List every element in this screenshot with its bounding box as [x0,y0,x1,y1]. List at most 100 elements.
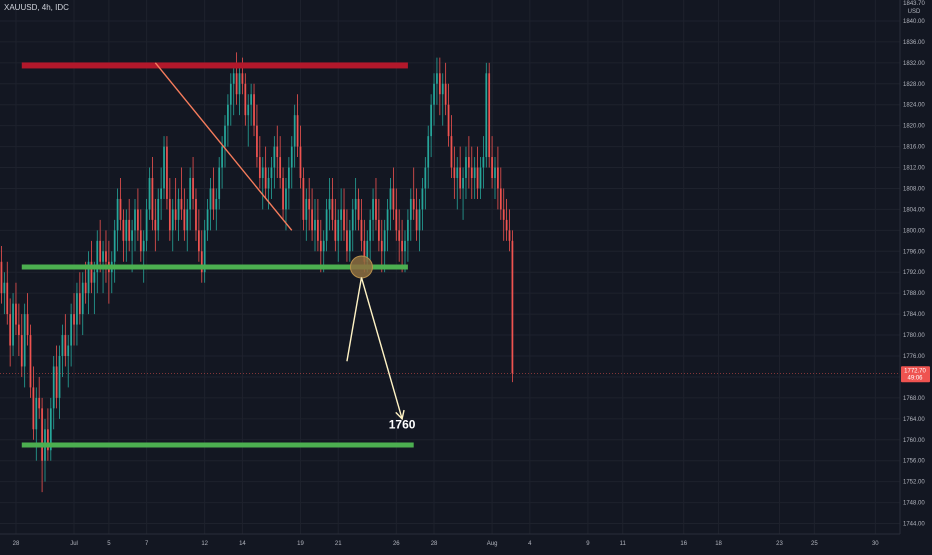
candle-down[interactable] [395,188,398,241]
candle-down[interactable] [508,209,511,252]
candle-down[interactable] [15,282,17,336]
candle-down[interactable] [375,178,377,231]
candle-down[interactable] [360,198,363,252]
candle-up[interactable] [433,73,435,126]
candle-down[interactable] [212,167,215,220]
candle-up[interactable] [142,230,145,283]
candle-up[interactable] [203,219,206,283]
candle-down[interactable] [380,219,383,273]
candle-up[interactable] [61,324,64,377]
candle-down[interactable] [0,246,3,304]
candle-up[interactable] [325,198,328,252]
symbol-title[interactable]: XAUUSD, 4h, IDC [4,3,69,12]
candle-up[interactable] [465,146,467,199]
candle-up[interactable] [293,104,296,168]
candle-down[interactable] [55,345,58,409]
candle-down[interactable] [99,219,102,273]
candle-up[interactable] [76,282,78,346]
candle-up[interactable] [314,198,316,252]
candle-down[interactable] [459,146,462,199]
candle-up[interactable] [337,209,340,262]
candle-up[interactable] [96,230,99,294]
candle-up[interactable] [148,167,151,220]
candle-up[interactable] [354,178,357,231]
resistance-zone[interactable] [21,62,408,69]
candle-up[interactable] [87,251,90,315]
candle-up[interactable] [427,125,430,189]
candle-down[interactable] [334,198,337,252]
candle-up[interactable] [215,188,218,231]
candle-up[interactable] [424,157,427,210]
candle-down[interactable] [502,188,505,241]
target-line[interactable] [21,442,414,448]
candle-up[interactable] [35,387,38,461]
candle-down[interactable] [415,188,418,241]
candle-down[interactable] [491,136,493,189]
candle-down[interactable] [168,178,171,241]
candle-down[interactable] [18,303,20,356]
candle-up[interactable] [58,345,61,419]
candle-up[interactable] [125,209,128,262]
candle-up[interactable] [52,356,55,430]
candle-up[interactable] [224,115,226,168]
candle-down[interactable] [412,167,415,220]
candle-up[interactable] [171,198,174,252]
candle-up[interactable] [49,397,52,461]
candle-down[interactable] [276,125,279,178]
support-line[interactable] [21,264,408,270]
candle-down[interactable] [331,178,334,231]
candle-down[interactable] [192,157,194,210]
candle-up[interactable] [418,198,421,252]
projection-path[interactable] [346,277,403,420]
time-scale[interactable]: 28 Jul 5 7 12 14 19 21 26 28 Aug 4 9 11 16 18 23 25 30 [13,541,880,547]
candle-up[interactable] [270,157,273,199]
candle-down[interactable] [200,230,203,283]
candle-up[interactable] [485,62,488,168]
candle-up[interactable] [163,136,165,199]
candle-up[interactable] [285,178,287,231]
candle-up[interactable] [482,136,485,189]
candle-down[interactable] [256,104,258,168]
candle-up[interactable] [116,188,119,252]
candles[interactable] [0,52,514,493]
candle-down[interactable] [128,198,131,252]
candle-up[interactable] [351,198,354,252]
candle-down[interactable] [195,188,197,241]
candle-down[interactable] [302,167,305,231]
candle-up[interactable] [340,188,342,241]
candle-down[interactable] [183,188,186,241]
candle-up[interactable] [232,62,235,116]
candle-up[interactable] [288,157,290,210]
candle-down[interactable] [151,157,154,231]
candle-down[interactable] [32,366,35,440]
candle-up[interactable] [131,219,133,273]
candle-up[interactable] [3,272,6,315]
candle-down[interactable] [279,136,282,189]
candle-down[interactable] [346,209,348,262]
candle-up[interactable] [494,157,496,199]
candle-down[interactable] [6,261,9,325]
candle-down[interactable] [264,146,267,199]
candle-down[interactable] [476,146,479,199]
candle-up[interactable] [70,303,72,367]
candle-up[interactable] [409,188,412,241]
candle-down[interactable] [296,94,299,158]
candle-down[interactable] [122,209,125,262]
candle-up[interactable] [386,198,389,252]
candle-down[interactable] [299,125,302,189]
candle-down[interactable] [9,298,12,367]
candle-up[interactable] [157,188,160,241]
price-scale[interactable]: 1744.00 1748.00 1752.00 1756.00 1760.00 1764.… [903,19,925,528]
candle-up[interactable] [229,73,232,126]
candle-up[interactable] [348,219,351,262]
candle-down[interactable] [119,178,122,231]
candle-down[interactable] [308,178,311,231]
candle-down[interactable] [180,167,183,220]
candle-down[interactable] [137,188,139,241]
candle-down[interactable] [343,188,345,241]
candle-down[interactable] [154,198,157,252]
candle-down[interactable] [198,209,200,262]
candle-up[interactable] [247,94,250,147]
candle-down[interactable] [29,324,32,398]
